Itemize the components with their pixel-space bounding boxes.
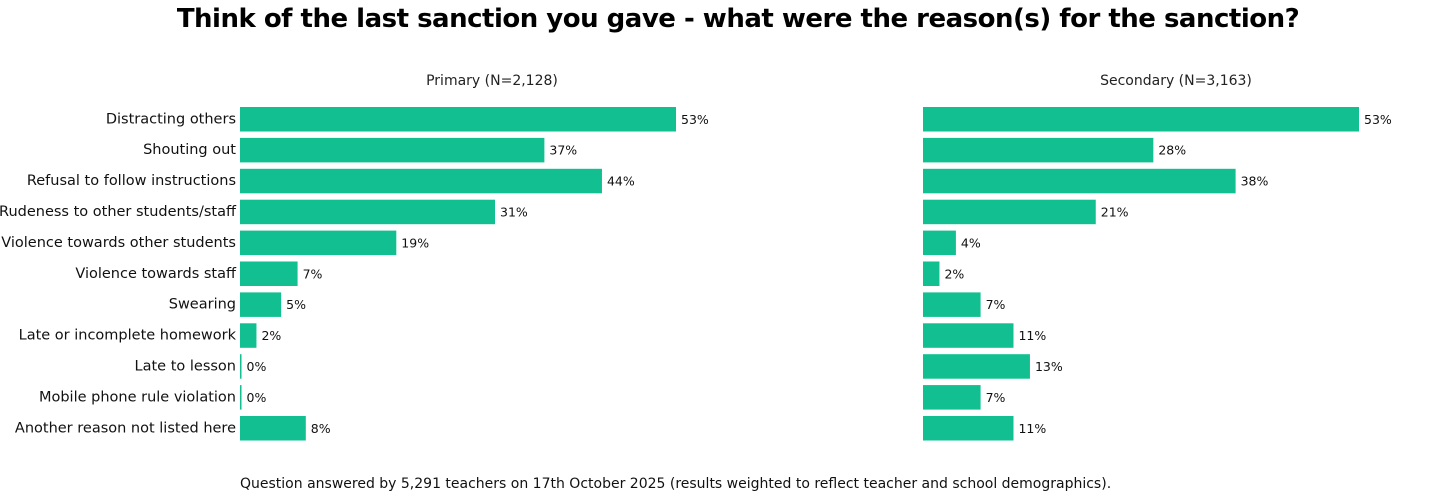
bar — [240, 230, 397, 256]
data-label: 5% — [286, 297, 306, 312]
bar — [923, 323, 1014, 348]
data-label: 21% — [1101, 204, 1129, 219]
bar — [923, 354, 1030, 379]
bar — [923, 416, 1014, 441]
category-label: Mobile phone rule violation — [39, 389, 236, 405]
bar — [923, 292, 981, 317]
bar — [240, 292, 282, 317]
bar — [240, 385, 242, 410]
data-label: 13% — [1035, 359, 1063, 374]
bar — [923, 261, 940, 286]
data-label: 11% — [1018, 421, 1046, 436]
data-label: 4% — [961, 235, 981, 250]
category-label: Violence towards staff — [75, 266, 237, 282]
data-label: 0% — [247, 359, 267, 374]
data-label: 2% — [261, 328, 281, 343]
series-title: Secondary (N=3,163) — [1100, 73, 1252, 89]
bar — [240, 416, 306, 441]
data-label: 31% — [500, 204, 528, 219]
data-label: 19% — [401, 235, 429, 250]
category-label: Violence towards other students — [1, 235, 236, 251]
category-label: Swearing — [169, 297, 236, 313]
data-label: 0% — [247, 390, 267, 405]
bar — [923, 385, 981, 410]
category-label: Rudeness to other students/staff — [0, 204, 237, 220]
bar — [240, 323, 257, 348]
data-label: 7% — [986, 390, 1006, 405]
bar — [240, 199, 496, 225]
category-label: Late or incomplete homework — [19, 328, 237, 344]
bar — [923, 137, 1154, 163]
series-title: Primary (N=2,128) — [426, 73, 558, 89]
category-label: Refusal to follow instructions — [27, 173, 236, 189]
bar — [240, 354, 242, 379]
category-label: Distracting others — [106, 111, 236, 127]
bar — [240, 168, 602, 194]
bar — [240, 107, 676, 132]
category-label: Shouting out — [143, 142, 236, 158]
bar — [923, 107, 1359, 132]
bar — [923, 168, 1236, 194]
bar — [240, 261, 298, 286]
data-label: 53% — [681, 112, 709, 127]
data-label: 2% — [944, 266, 964, 281]
bar — [240, 137, 545, 163]
data-label: 53% — [1364, 112, 1392, 127]
data-label: 7% — [986, 297, 1006, 312]
data-label: 38% — [1241, 174, 1269, 189]
footnote: Question answered by 5,291 teachers on 1… — [240, 476, 1112, 492]
chart-title: Think of the last sanction you gave - wh… — [176, 4, 1300, 34]
category-label: Late to lesson — [135, 358, 236, 374]
data-label: 7% — [303, 266, 323, 281]
data-label: 8% — [311, 421, 331, 436]
data-label: 11% — [1018, 328, 1046, 343]
bar — [923, 230, 956, 256]
data-label: 28% — [1158, 143, 1186, 158]
bar — [923, 199, 1096, 225]
category-label: Another reason not listed here — [15, 420, 236, 436]
data-label: 37% — [549, 143, 577, 158]
data-label: 44% — [607, 174, 635, 189]
